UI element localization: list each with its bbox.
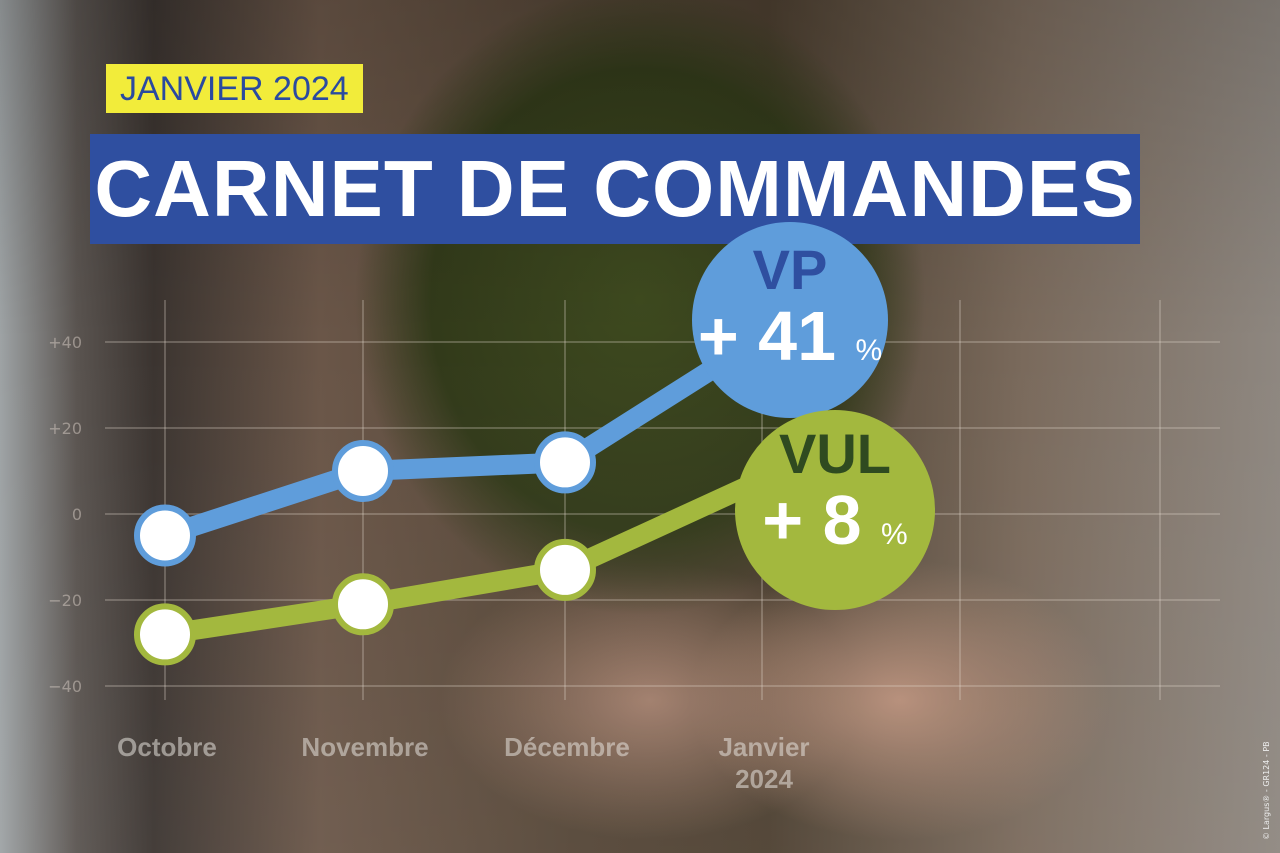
vp-label: VP <box>752 238 828 301</box>
vp-unit: % <box>855 334 883 367</box>
x-tick-label: 2024 <box>735 764 793 794</box>
vul-label: VUL <box>779 422 891 485</box>
y-tick-label: +40 <box>48 333 82 352</box>
x-tick-label: Novembre <box>301 732 428 762</box>
vul-unit: % <box>881 518 908 551</box>
data-point-vul <box>534 538 596 601</box>
vul-value: + 8 <box>762 481 862 559</box>
data-point-vp <box>534 431 596 494</box>
data-point-vul <box>332 573 394 636</box>
x-tick-label: Décembre <box>504 732 630 762</box>
data-point-vp <box>332 440 394 502</box>
date-tag: JANVIER 2024 <box>106 64 363 113</box>
y-tick-label: −20 <box>48 591 82 610</box>
y-tick-label: −40 <box>48 677 82 696</box>
vp-value: + 41 <box>697 297 837 375</box>
vul-bubble: VUL + 8 % <box>735 410 935 610</box>
page-title: CARNET DE COMMANDES <box>90 134 1140 244</box>
x-tick-label: Janvier <box>718 732 809 762</box>
data-point-vul <box>134 603 196 666</box>
y-tick-label: +20 <box>48 419 82 438</box>
vp-bubble: VP + 41 % <box>692 222 888 418</box>
x-tick-label: Octobre <box>117 732 217 762</box>
series-line-vp <box>161 329 768 546</box>
series-line-vul <box>163 470 767 645</box>
y-tick-label: 0 <box>72 505 82 524</box>
credit: © Largus® - GR124 - PB <box>1262 741 1271 840</box>
data-point-vp <box>134 504 196 567</box>
